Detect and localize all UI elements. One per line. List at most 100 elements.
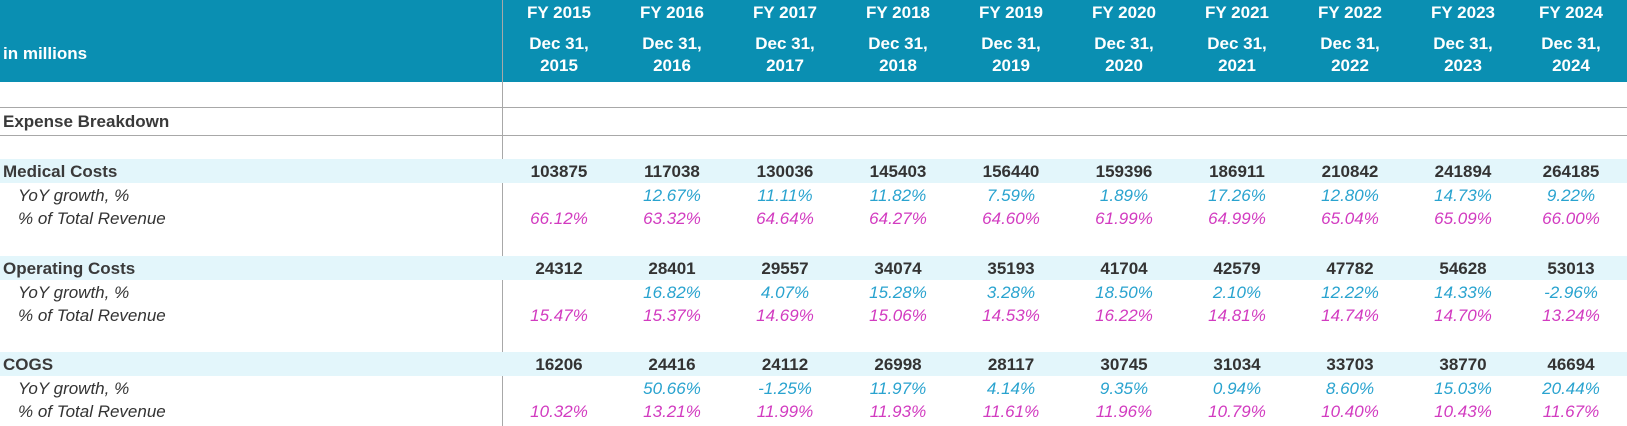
period-end-date: Dec 31,: [755, 34, 815, 53]
row-highlight: [0, 352, 1627, 376]
value-cell: 46694: [1547, 355, 1595, 374]
value-cell: 31034: [1213, 355, 1261, 374]
period-end-date: Dec 31,: [529, 34, 589, 53]
section-title: Expense Breakdown: [3, 112, 170, 131]
value-cell: 103875: [530, 162, 588, 181]
period-end-year: 2021: [1218, 56, 1256, 75]
growth-cell: 15.28%: [869, 283, 927, 302]
row-label: % of Total Revenue: [18, 306, 166, 325]
percent-cell: 11.67%: [1542, 402, 1600, 421]
fiscal-year-label: FY 2024: [1539, 3, 1603, 22]
growth-cell: 3.28%: [986, 283, 1036, 302]
growth-cell: 9.35%: [1099, 379, 1149, 398]
value-cell: 26998: [874, 355, 922, 374]
percent-cell: 15.37%: [643, 306, 701, 325]
period-end-year: 2024: [1552, 56, 1590, 75]
percent-cell: 64.99%: [1208, 209, 1266, 228]
column-divider: [502, 0, 503, 426]
period-end-date: Dec 31,: [1094, 34, 1154, 53]
growth-cell: 12.22%: [1321, 283, 1379, 302]
percent-cell: 63.32%: [643, 209, 701, 228]
growth-cell: 1.89%: [1099, 186, 1149, 205]
growth-cell: 15.03%: [1434, 379, 1492, 398]
row-highlight: [0, 159, 1627, 183]
percent-cell: 13.21%: [643, 402, 701, 421]
growth-cell: -1.25%: [758, 379, 812, 398]
value-cell: 156440: [982, 162, 1040, 181]
value-cell: 159396: [1095, 162, 1153, 181]
percent-cell: 14.81%: [1208, 306, 1266, 325]
percent-cell: 14.69%: [756, 306, 814, 325]
period-end-year: 2019: [992, 56, 1030, 75]
percent-cell: 66.12%: [530, 209, 588, 228]
period-end-year: 2020: [1105, 56, 1143, 75]
fiscal-year-label: FY 2018: [866, 3, 930, 22]
period-end-date: Dec 31,: [1320, 34, 1380, 53]
row-highlight: [0, 256, 1627, 280]
value-cell: 186911: [1209, 162, 1265, 181]
value-cell: 42579: [1213, 259, 1261, 278]
percent-cell: 10.43%: [1434, 402, 1492, 421]
growth-cell: 11.97%: [869, 379, 927, 398]
fiscal-year-label: FY 2015: [527, 3, 591, 22]
table-row: Operating Costs 24312 28401 29557 34074 …: [0, 257, 1627, 280]
fiscal-year-label: FY 2020: [1092, 3, 1156, 22]
value-cell: 24312: [535, 259, 583, 278]
row-label: % of Total Revenue: [18, 402, 166, 421]
percent-cell: 10.40%: [1321, 402, 1379, 421]
percent-cell: 15.06%: [869, 306, 927, 325]
growth-cell: 16.82%: [643, 283, 701, 302]
fiscal-year-label: FY 2022: [1318, 3, 1382, 22]
percent-cell: 11.99%: [756, 402, 814, 421]
percent-cell: 14.70%: [1434, 306, 1492, 325]
percent-cell: 11.93%: [869, 402, 927, 421]
percent-cell: 10.79%: [1208, 402, 1266, 421]
table-row: YoY growth, % 12.67% 11.11% 11.82% 7.59%…: [0, 184, 1627, 207]
table-header: in millions FY 2015 Dec 31, 2015 FY 2016…: [0, 0, 1627, 82]
percent-cell: 61.99%: [1095, 209, 1153, 228]
period-end-year: 2017: [766, 56, 804, 75]
period-end-year: 2016: [653, 56, 691, 75]
value-cell: 53013: [1547, 259, 1595, 278]
period-end-date: Dec 31,: [1541, 34, 1601, 53]
percent-cell: 11.96%: [1095, 402, 1153, 421]
row-divider: [0, 135, 1627, 136]
value-cell: 38770: [1439, 355, 1487, 374]
fiscal-year-label: FY 2023: [1431, 3, 1495, 22]
value-cell: 241894: [1434, 162, 1492, 181]
value-cell: 33703: [1326, 355, 1374, 374]
growth-cell: 0.94%: [1212, 379, 1262, 398]
period-end-date: Dec 31,: [642, 34, 702, 53]
percent-cell: 66.00%: [1542, 209, 1600, 228]
table-row: % of Total Revenue 10.32% 13.21% 11.99% …: [0, 400, 1627, 423]
table-row: COGS 16206 24416 24112 26998 28117 30745…: [0, 353, 1627, 376]
percent-cell: 13.24%: [1542, 306, 1600, 325]
growth-cell: 8.60%: [1325, 379, 1375, 398]
percent-cell: 64.27%: [869, 209, 927, 228]
table-row: YoY growth, % 50.66% -1.25% 11.97% 4.14%…: [0, 377, 1627, 400]
period-end-date: Dec 31,: [1207, 34, 1267, 53]
value-cell: 28117: [987, 355, 1035, 374]
growth-cell: 2.10%: [1212, 283, 1262, 302]
value-cell: 30745: [1100, 355, 1148, 374]
growth-cell: -2.96%: [1544, 283, 1598, 302]
row-label: Medical Costs: [3, 162, 118, 181]
fiscal-year-label: FY 2021: [1205, 3, 1269, 22]
value-cell: 29557: [761, 259, 809, 278]
growth-cell: 20.44%: [1542, 379, 1600, 398]
percent-cell: 11.61%: [982, 402, 1040, 421]
growth-cell: 50.66%: [643, 379, 701, 398]
value-cell: 24112: [761, 355, 809, 374]
row-label: YoY growth, %: [18, 379, 130, 398]
value-cell: 130036: [756, 162, 814, 181]
percent-cell: 16.22%: [1095, 306, 1153, 325]
value-cell: 16206: [535, 355, 583, 374]
growth-cell: 11.82%: [869, 186, 927, 205]
fiscal-year-label: FY 2019: [979, 3, 1043, 22]
growth-cell: 7.59%: [986, 186, 1036, 205]
percent-cell: 10.32%: [530, 402, 588, 421]
growth-cell: 4.07%: [760, 283, 810, 302]
row-label: % of Total Revenue: [18, 209, 166, 228]
value-cell: 24416: [648, 355, 696, 374]
growth-cell: 14.73%: [1434, 186, 1492, 205]
